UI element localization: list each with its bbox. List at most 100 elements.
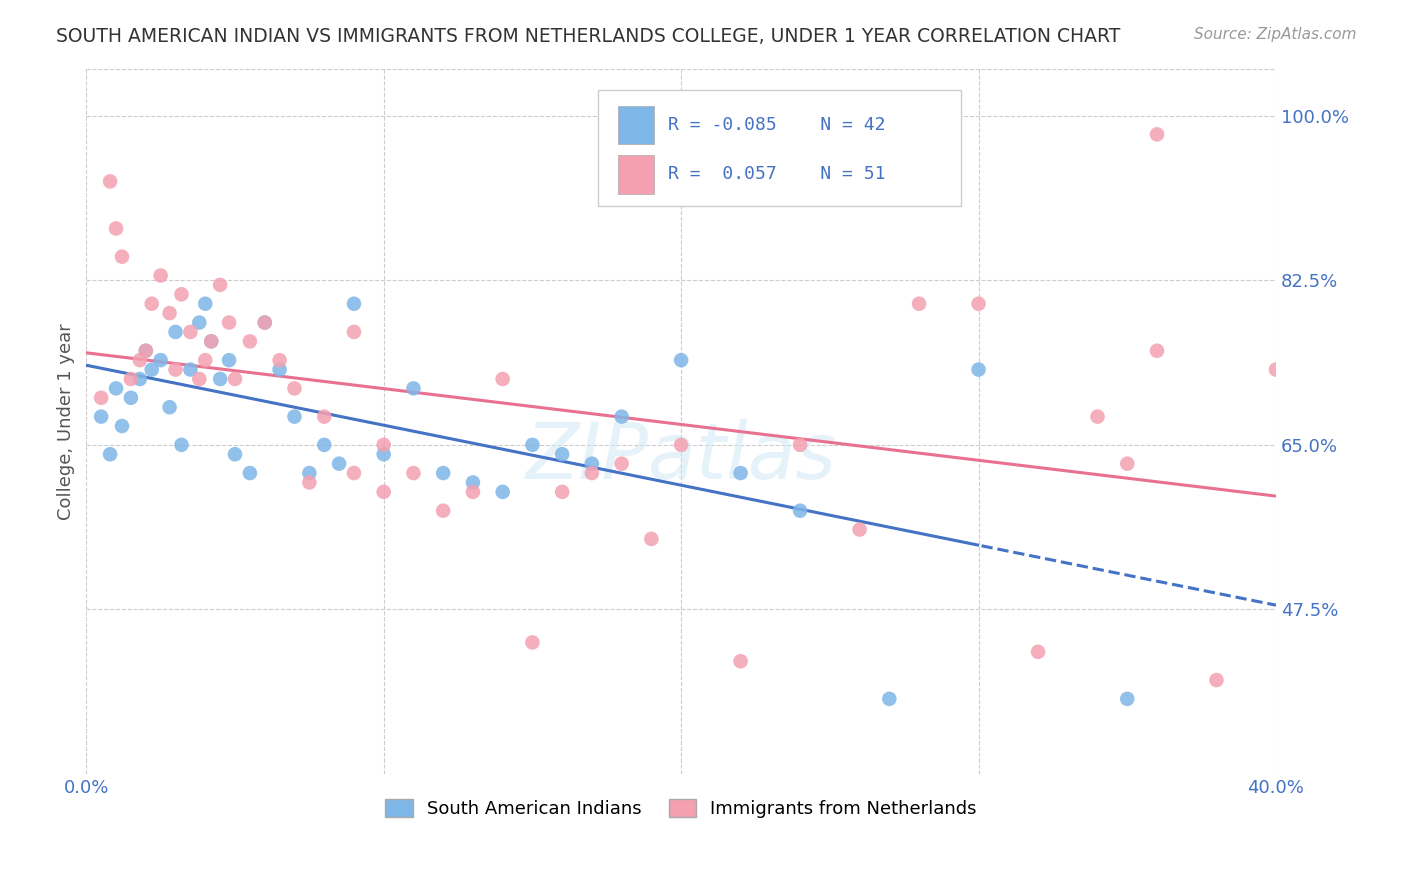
Point	[967, 362, 990, 376]
Point	[218, 353, 240, 368]
Point	[253, 316, 276, 330]
Point	[90, 409, 112, 424]
Point	[128, 372, 150, 386]
Point	[1265, 362, 1288, 376]
Point	[253, 316, 276, 330]
Text: R =  0.057    N = 51: R = 0.057 N = 51	[668, 165, 886, 184]
Text: ZIPatlas: ZIPatlas	[526, 418, 837, 494]
Point	[194, 353, 217, 368]
Point	[1087, 409, 1109, 424]
Point	[188, 372, 211, 386]
Text: SOUTH AMERICAN INDIAN VS IMMIGRANTS FROM NETHERLANDS COLLEGE, UNDER 1 YEAR CORRE: SOUTH AMERICAN INDIAN VS IMMIGRANTS FROM…	[56, 27, 1121, 45]
Point	[149, 268, 172, 283]
Point	[1116, 691, 1139, 706]
Point	[141, 296, 163, 310]
Point	[165, 362, 187, 376]
Point	[432, 504, 454, 518]
Point	[200, 334, 222, 349]
Point	[98, 447, 121, 461]
Point	[314, 409, 336, 424]
FancyBboxPatch shape	[598, 90, 960, 206]
Point	[461, 475, 484, 490]
Point	[522, 438, 544, 452]
Point	[120, 372, 142, 386]
Point	[283, 381, 305, 395]
Point	[224, 447, 246, 461]
Point	[967, 296, 990, 310]
Point	[141, 362, 163, 376]
Point	[98, 174, 121, 188]
Point	[373, 438, 395, 452]
Point	[283, 409, 305, 424]
Point	[135, 343, 157, 358]
Point	[159, 306, 181, 320]
Point	[343, 296, 366, 310]
FancyBboxPatch shape	[619, 155, 654, 194]
Point	[239, 466, 262, 480]
Point	[343, 466, 366, 480]
Legend: South American Indians, Immigrants from Netherlands: South American Indians, Immigrants from …	[378, 791, 984, 825]
Point	[1205, 673, 1227, 687]
Point	[730, 654, 752, 668]
Point	[581, 457, 603, 471]
Point	[314, 438, 336, 452]
Point	[170, 438, 193, 452]
Point	[789, 504, 811, 518]
Point	[188, 316, 211, 330]
Point	[111, 419, 134, 434]
Text: Source: ZipAtlas.com: Source: ZipAtlas.com	[1194, 27, 1357, 42]
Point	[105, 221, 128, 235]
Point	[165, 325, 187, 339]
Point	[328, 457, 350, 471]
Point	[730, 466, 752, 480]
Point	[522, 635, 544, 649]
Point	[200, 334, 222, 349]
Point	[789, 438, 811, 452]
Point	[135, 343, 157, 358]
Point	[149, 353, 172, 368]
Point	[209, 277, 232, 292]
Point	[492, 372, 515, 386]
Point	[128, 353, 150, 368]
Point	[179, 325, 201, 339]
Point	[1146, 128, 1168, 142]
Point	[669, 438, 692, 452]
Point	[669, 353, 692, 368]
Point	[170, 287, 193, 301]
Point	[492, 484, 515, 499]
Point	[90, 391, 112, 405]
Y-axis label: College, Under 1 year: College, Under 1 year	[58, 323, 75, 520]
Point	[551, 447, 574, 461]
Point	[159, 401, 181, 415]
Point	[218, 316, 240, 330]
Point	[111, 250, 134, 264]
Text: R = -0.085    N = 42: R = -0.085 N = 42	[668, 116, 886, 134]
Point	[298, 475, 321, 490]
Point	[209, 372, 232, 386]
Point	[224, 372, 246, 386]
Point	[373, 484, 395, 499]
Point	[461, 484, 484, 499]
Point	[879, 691, 901, 706]
Point	[640, 532, 662, 546]
Point	[402, 381, 425, 395]
Point	[298, 466, 321, 480]
Point	[551, 484, 574, 499]
FancyBboxPatch shape	[619, 105, 654, 145]
Point	[105, 381, 128, 395]
Point	[239, 334, 262, 349]
Point	[432, 466, 454, 480]
Point	[343, 325, 366, 339]
Point	[373, 447, 395, 461]
Point	[1116, 457, 1139, 471]
Point	[194, 296, 217, 310]
Point	[269, 362, 291, 376]
Point	[179, 362, 201, 376]
Point	[610, 409, 633, 424]
Point	[908, 296, 931, 310]
Point	[848, 523, 870, 537]
Point	[402, 466, 425, 480]
Point	[610, 457, 633, 471]
Point	[1026, 645, 1049, 659]
Point	[269, 353, 291, 368]
